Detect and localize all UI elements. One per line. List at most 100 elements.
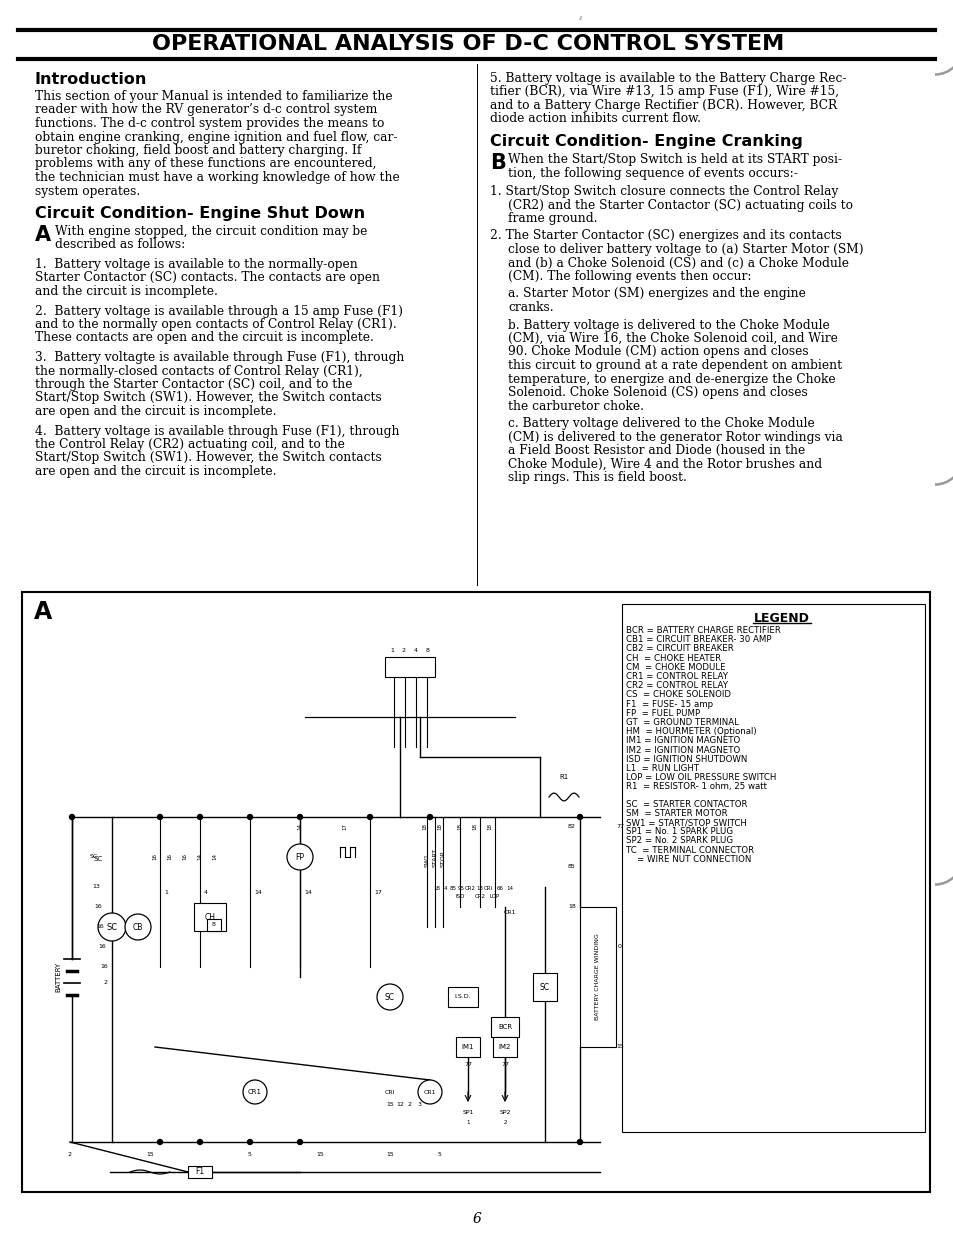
Bar <box>193 903 226 932</box>
Text: 15: 15 <box>616 1045 623 1050</box>
Text: close to deliver battery voltage to (a) Starter Motor (SM): close to deliver battery voltage to (a) … <box>507 243 862 256</box>
Text: 15: 15 <box>386 1101 394 1106</box>
Bar <box>448 986 477 1008</box>
Text: 17: 17 <box>342 823 347 831</box>
Text: 18: 18 <box>422 823 427 831</box>
Text: CR2 = CONTROL RELAY: CR2 = CONTROL RELAY <box>625 681 727 690</box>
Text: (CM). The following events then occur:: (CM). The following events then occur: <box>507 271 751 283</box>
Text: SP2 = No. 2 SPARK PLUG: SP2 = No. 2 SPARK PLUG <box>625 837 732 845</box>
Text: This section of your Manual is intended to familiarize the: This section of your Manual is intended … <box>35 90 393 104</box>
Text: 18: 18 <box>568 904 576 909</box>
Text: 6: 6 <box>472 1212 481 1226</box>
Text: the Control Relay (CR2) actuating coil, and to the: the Control Relay (CR2) actuating coil, … <box>35 438 345 451</box>
Circle shape <box>297 1140 302 1145</box>
Text: CR2: CR2 <box>464 887 475 892</box>
Text: F1  = FUSE- 15 amp: F1 = FUSE- 15 amp <box>625 700 713 708</box>
Text: FP: FP <box>295 853 304 862</box>
Text: CR1 = CONTROL RELAY: CR1 = CONTROL RELAY <box>625 672 727 681</box>
Circle shape <box>98 913 126 941</box>
Text: Start/Stop Switch (SW1). However, the Switch contacts: Start/Stop Switch (SW1). However, the Sw… <box>35 451 381 464</box>
Text: tion, the following sequence of events occurs:-: tion, the following sequence of events o… <box>507 167 797 180</box>
Text: IM1 = IGNITION MAGNETO: IM1 = IGNITION MAGNETO <box>625 737 740 746</box>
Bar <box>456 1038 479 1057</box>
Text: the carburetor choke.: the carburetor choke. <box>507 399 643 413</box>
Text: b. Battery voltage is delivered to the Choke Module: b. Battery voltage is delivered to the C… <box>507 318 829 332</box>
Bar <box>22 592 929 1192</box>
Text: IM1: IM1 <box>461 1044 474 1050</box>
Text: 4.  Battery voltage is available through Fuse (F1), through: 4. Battery voltage is available through … <box>35 424 399 438</box>
Text: obtain engine cranking, engine ignition and fuel flow, car-: obtain engine cranking, engine ignition … <box>35 131 397 143</box>
Text: SC  = STARTER CONTACTOR: SC = STARTER CONTACTOR <box>625 799 747 808</box>
Text: a. Starter Motor (SM) energizes and the engine: a. Starter Motor (SM) energizes and the … <box>507 288 805 301</box>
Text: 1: 1 <box>390 648 394 653</box>
Text: slip rings. This is field boost.: slip rings. This is field boost. <box>507 471 686 484</box>
Text: and to a Battery Charge Rectifier (BCR). However, BCR: and to a Battery Charge Rectifier (BCR).… <box>490 99 836 112</box>
Text: 85: 85 <box>568 864 576 869</box>
Text: the normally-closed contacts of Control Relay (CR1),: the normally-closed contacts of Control … <box>35 364 362 378</box>
Text: BCR: BCR <box>497 1024 512 1030</box>
Text: through the Starter Contactor (SC) coil, and to the: through the Starter Contactor (SC) coil,… <box>35 378 352 392</box>
Text: 5: 5 <box>437 1151 441 1156</box>
Text: 2: 2 <box>408 1101 412 1106</box>
Text: A: A <box>35 224 51 244</box>
Text: CM  = CHOKE MODULE: CM = CHOKE MODULE <box>625 663 725 672</box>
Text: 14: 14 <box>297 823 302 831</box>
Text: ISD: ISD <box>455 894 464 899</box>
Text: LOP: LOP <box>489 894 499 899</box>
Bar <box>207 919 221 932</box>
Text: buretor choking, field boost and battery charging. If: buretor choking, field boost and battery… <box>35 143 361 157</box>
Text: SW1 = START/STOP SWITCH: SW1 = START/STOP SWITCH <box>625 818 746 827</box>
Text: 16: 16 <box>96 924 104 929</box>
Text: 14: 14 <box>253 889 262 894</box>
Text: CH  = CHOKE HEATER: CH = CHOKE HEATER <box>625 653 720 662</box>
Bar <box>385 657 435 677</box>
Text: 77: 77 <box>500 1062 509 1067</box>
Text: SC: SC <box>385 993 395 1001</box>
Text: CB2 = CIRCUIT BREAKER: CB2 = CIRCUIT BREAKER <box>625 645 733 653</box>
Text: CB: CB <box>132 923 143 932</box>
Text: 15: 15 <box>146 1151 153 1156</box>
Text: 14: 14 <box>197 853 202 860</box>
Text: 1: 1 <box>466 1120 469 1125</box>
Text: SC: SC <box>539 983 550 991</box>
Text: CB1 = CIRCUIT BREAKER- 30 AMP: CB1 = CIRCUIT BREAKER- 30 AMP <box>625 635 771 645</box>
Text: SC: SC <box>90 854 98 859</box>
Text: temperature, to energize and de-energize the Choke: temperature, to energize and de-energize… <box>507 373 835 385</box>
Text: BATTERY: BATTERY <box>55 961 61 993</box>
Text: 18: 18 <box>433 887 440 892</box>
Text: 77: 77 <box>616 824 623 829</box>
Bar <box>491 1018 518 1038</box>
Circle shape <box>376 984 402 1010</box>
Text: SC: SC <box>107 923 117 932</box>
Bar <box>493 1038 517 1057</box>
Text: R1  = RESISTOR- 1 ohm, 25 watt: R1 = RESISTOR- 1 ohm, 25 watt <box>625 782 766 792</box>
Text: and the circuit is incomplete.: and the circuit is incomplete. <box>35 286 217 298</box>
Text: 16: 16 <box>152 853 157 860</box>
Text: 77: 77 <box>463 1062 472 1067</box>
Text: 16: 16 <box>94 904 102 909</box>
Text: (CM) is delivered to the generator Rotor windings via: (CM) is delivered to the generator Rotor… <box>507 430 842 444</box>
Bar <box>533 973 557 1001</box>
Text: 1.  Battery voltage is available to the normally-open: 1. Battery voltage is available to the n… <box>35 258 357 271</box>
Text: 5. Battery voltage is available to the Battery Charge Rec-: 5. Battery voltage is available to the B… <box>490 72 845 85</box>
Text: 16: 16 <box>98 944 106 949</box>
Text: 13: 13 <box>476 887 483 892</box>
Text: 16: 16 <box>168 853 172 860</box>
Text: 14: 14 <box>506 887 513 892</box>
Text: 1. Start/Stop Switch closure connects the Control Relay: 1. Start/Stop Switch closure connects th… <box>490 185 838 198</box>
Text: CRI: CRI <box>483 887 492 892</box>
Text: are open and the circuit is incomplete.: are open and the circuit is incomplete. <box>35 405 276 418</box>
Text: CR1: CR1 <box>248 1089 262 1095</box>
Circle shape <box>125 914 151 940</box>
Text: L1  = RUN LIGHT: L1 = RUN LIGHT <box>625 764 699 773</box>
Text: A: A <box>34 600 52 624</box>
Text: (CM), via Wire 16, the Choke Solenoid coil, and Wire: (CM), via Wire 16, the Choke Solenoid co… <box>507 332 837 345</box>
Text: 16: 16 <box>100 964 108 969</box>
Circle shape <box>427 814 432 819</box>
Text: (CR2) and the Starter Contactor (SC) actuating coils to: (CR2) and the Starter Contactor (SC) act… <box>507 198 852 212</box>
Text: 12: 12 <box>395 1101 403 1106</box>
Text: 1: 1 <box>164 889 168 894</box>
Text: GT  = GROUND TERMINAL: GT = GROUND TERMINAL <box>625 718 739 727</box>
Text: 2: 2 <box>68 1151 71 1156</box>
Text: 5: 5 <box>248 1151 252 1156</box>
